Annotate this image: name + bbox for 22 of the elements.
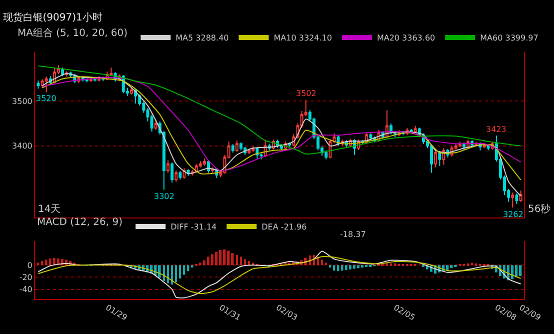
text: -18.37	[340, 230, 366, 239]
y-tick-label: -20	[19, 273, 32, 282]
y-tick-label: 3500	[12, 97, 32, 106]
y-tick-label: -40	[19, 285, 32, 294]
annotation: 3302	[154, 192, 174, 201]
text: 56秒	[528, 203, 551, 215]
legend-label: MA20 3363.60	[376, 34, 436, 43]
legend-title: MACD (12, 26, 9)	[37, 216, 123, 228]
annotation: 14天	[38, 204, 61, 215]
annotation: 3520	[36, 94, 56, 103]
legend-label: MA10 3324.10	[274, 34, 332, 43]
legend-label: MA60 3399.97	[480, 34, 538, 43]
annotation: 3502	[296, 89, 316, 98]
y-tick-label: 0	[27, 260, 32, 270]
legend-label: MA5 3288.40	[176, 34, 229, 43]
legend-label: DEA -21.96	[262, 222, 307, 232]
annotation: 3423	[486, 125, 506, 134]
legend-label: DIFF -31.14	[170, 222, 217, 232]
chart-title: 现货白银(9097)1小时	[2, 11, 102, 24]
legend-title: MA组合 (5, 10, 20, 60)	[18, 27, 128, 39]
annotation: 3262	[503, 210, 524, 219]
y-tick-label: 3400	[12, 142, 32, 151]
